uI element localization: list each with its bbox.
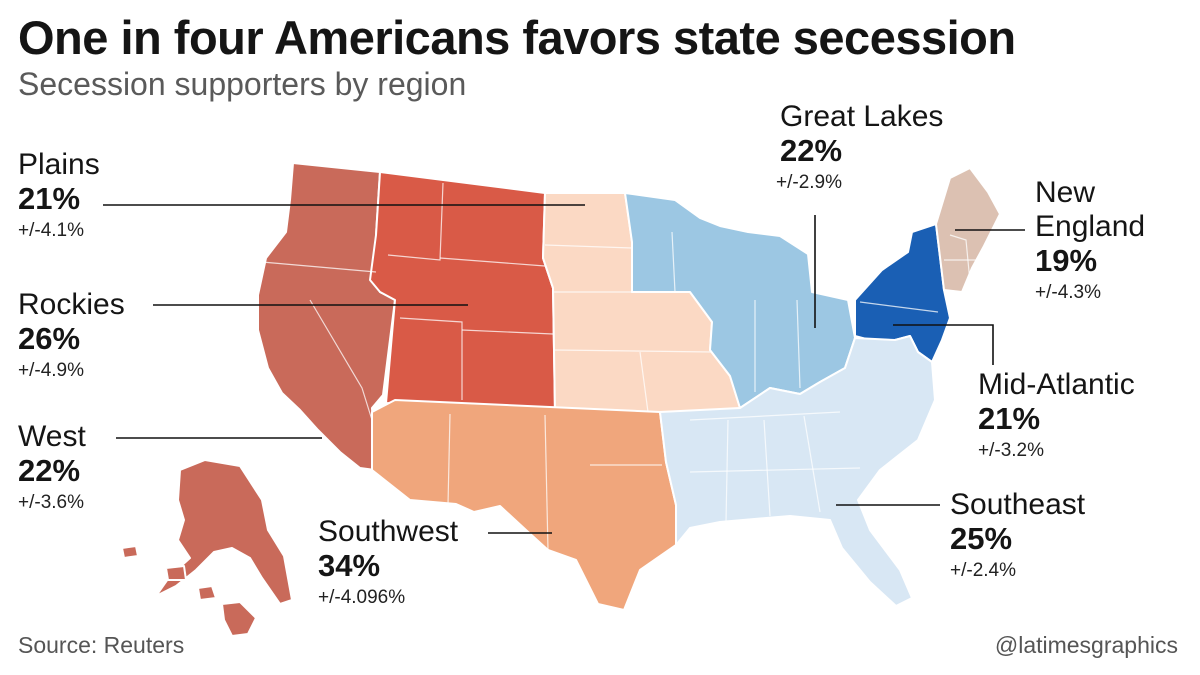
region-percent: 34% <box>318 548 381 583</box>
region-southeast <box>659 335 936 607</box>
region-name: West <box>18 420 86 453</box>
region-name: Great Lakes <box>780 100 944 133</box>
region-percent: 22% <box>18 453 81 488</box>
chart-title: One in four Americans favors state seces… <box>18 11 1016 64</box>
region-margin: +/-3.6% <box>18 492 85 513</box>
credit-handle: @latimesgraphics <box>994 632 1178 658</box>
region-name: Plains <box>18 148 100 181</box>
region-name: Rockies <box>18 288 125 321</box>
region-margin: +/-4.1% <box>18 220 85 241</box>
region-hawaii-4 <box>221 601 257 637</box>
region-name-line1: New <box>1035 176 1096 209</box>
label-southwest: Southwest 34% +/-4.096% <box>318 515 459 608</box>
region-percent: 21% <box>978 401 1041 436</box>
region-percent: 25% <box>950 521 1013 556</box>
label-great-lakes: Great Lakes 22% +/-2.9% <box>776 100 944 193</box>
region-margin: +/-2.9% <box>776 172 843 193</box>
region-margin: +/-2.4% <box>950 560 1017 581</box>
region-name: Southwest <box>318 515 459 548</box>
region-name-line2: England <box>1035 210 1146 243</box>
region-margin: +/-4.9% <box>18 360 85 381</box>
label-west: West 22% +/-3.6% <box>18 420 86 513</box>
region-hawaii-2 <box>165 565 187 581</box>
label-new-england: New England 19% +/-4.3% <box>1035 176 1146 303</box>
region-name: Mid-Atlantic <box>978 368 1135 401</box>
region-hawaii-3 <box>197 585 217 601</box>
region-name: Southeast <box>950 488 1086 521</box>
label-plains: Plains 21% +/-4.1% <box>18 148 100 241</box>
label-mid-atlantic: Mid-Atlantic 21% +/-3.2% <box>978 368 1135 461</box>
label-southeast: Southeast 25% +/-2.4% <box>950 488 1086 581</box>
region-alaska <box>155 459 293 605</box>
region-percent: 21% <box>18 181 81 216</box>
chart-subtitle: Secession supporters by region <box>18 66 467 102</box>
region-percent: 19% <box>1035 243 1098 278</box>
region-percent: 26% <box>18 321 81 356</box>
region-margin: +/-4.096% <box>318 587 406 608</box>
region-hawaii-1 <box>121 545 139 559</box>
region-margin: +/-3.2% <box>978 440 1045 461</box>
region-margin: +/-4.3% <box>1035 282 1102 303</box>
label-rockies: Rockies 26% +/-4.9% <box>18 288 125 381</box>
region-percent: 22% <box>780 133 843 168</box>
leader-mid-atlantic <box>893 324 994 365</box>
source-note: Source: Reuters <box>18 632 185 658</box>
